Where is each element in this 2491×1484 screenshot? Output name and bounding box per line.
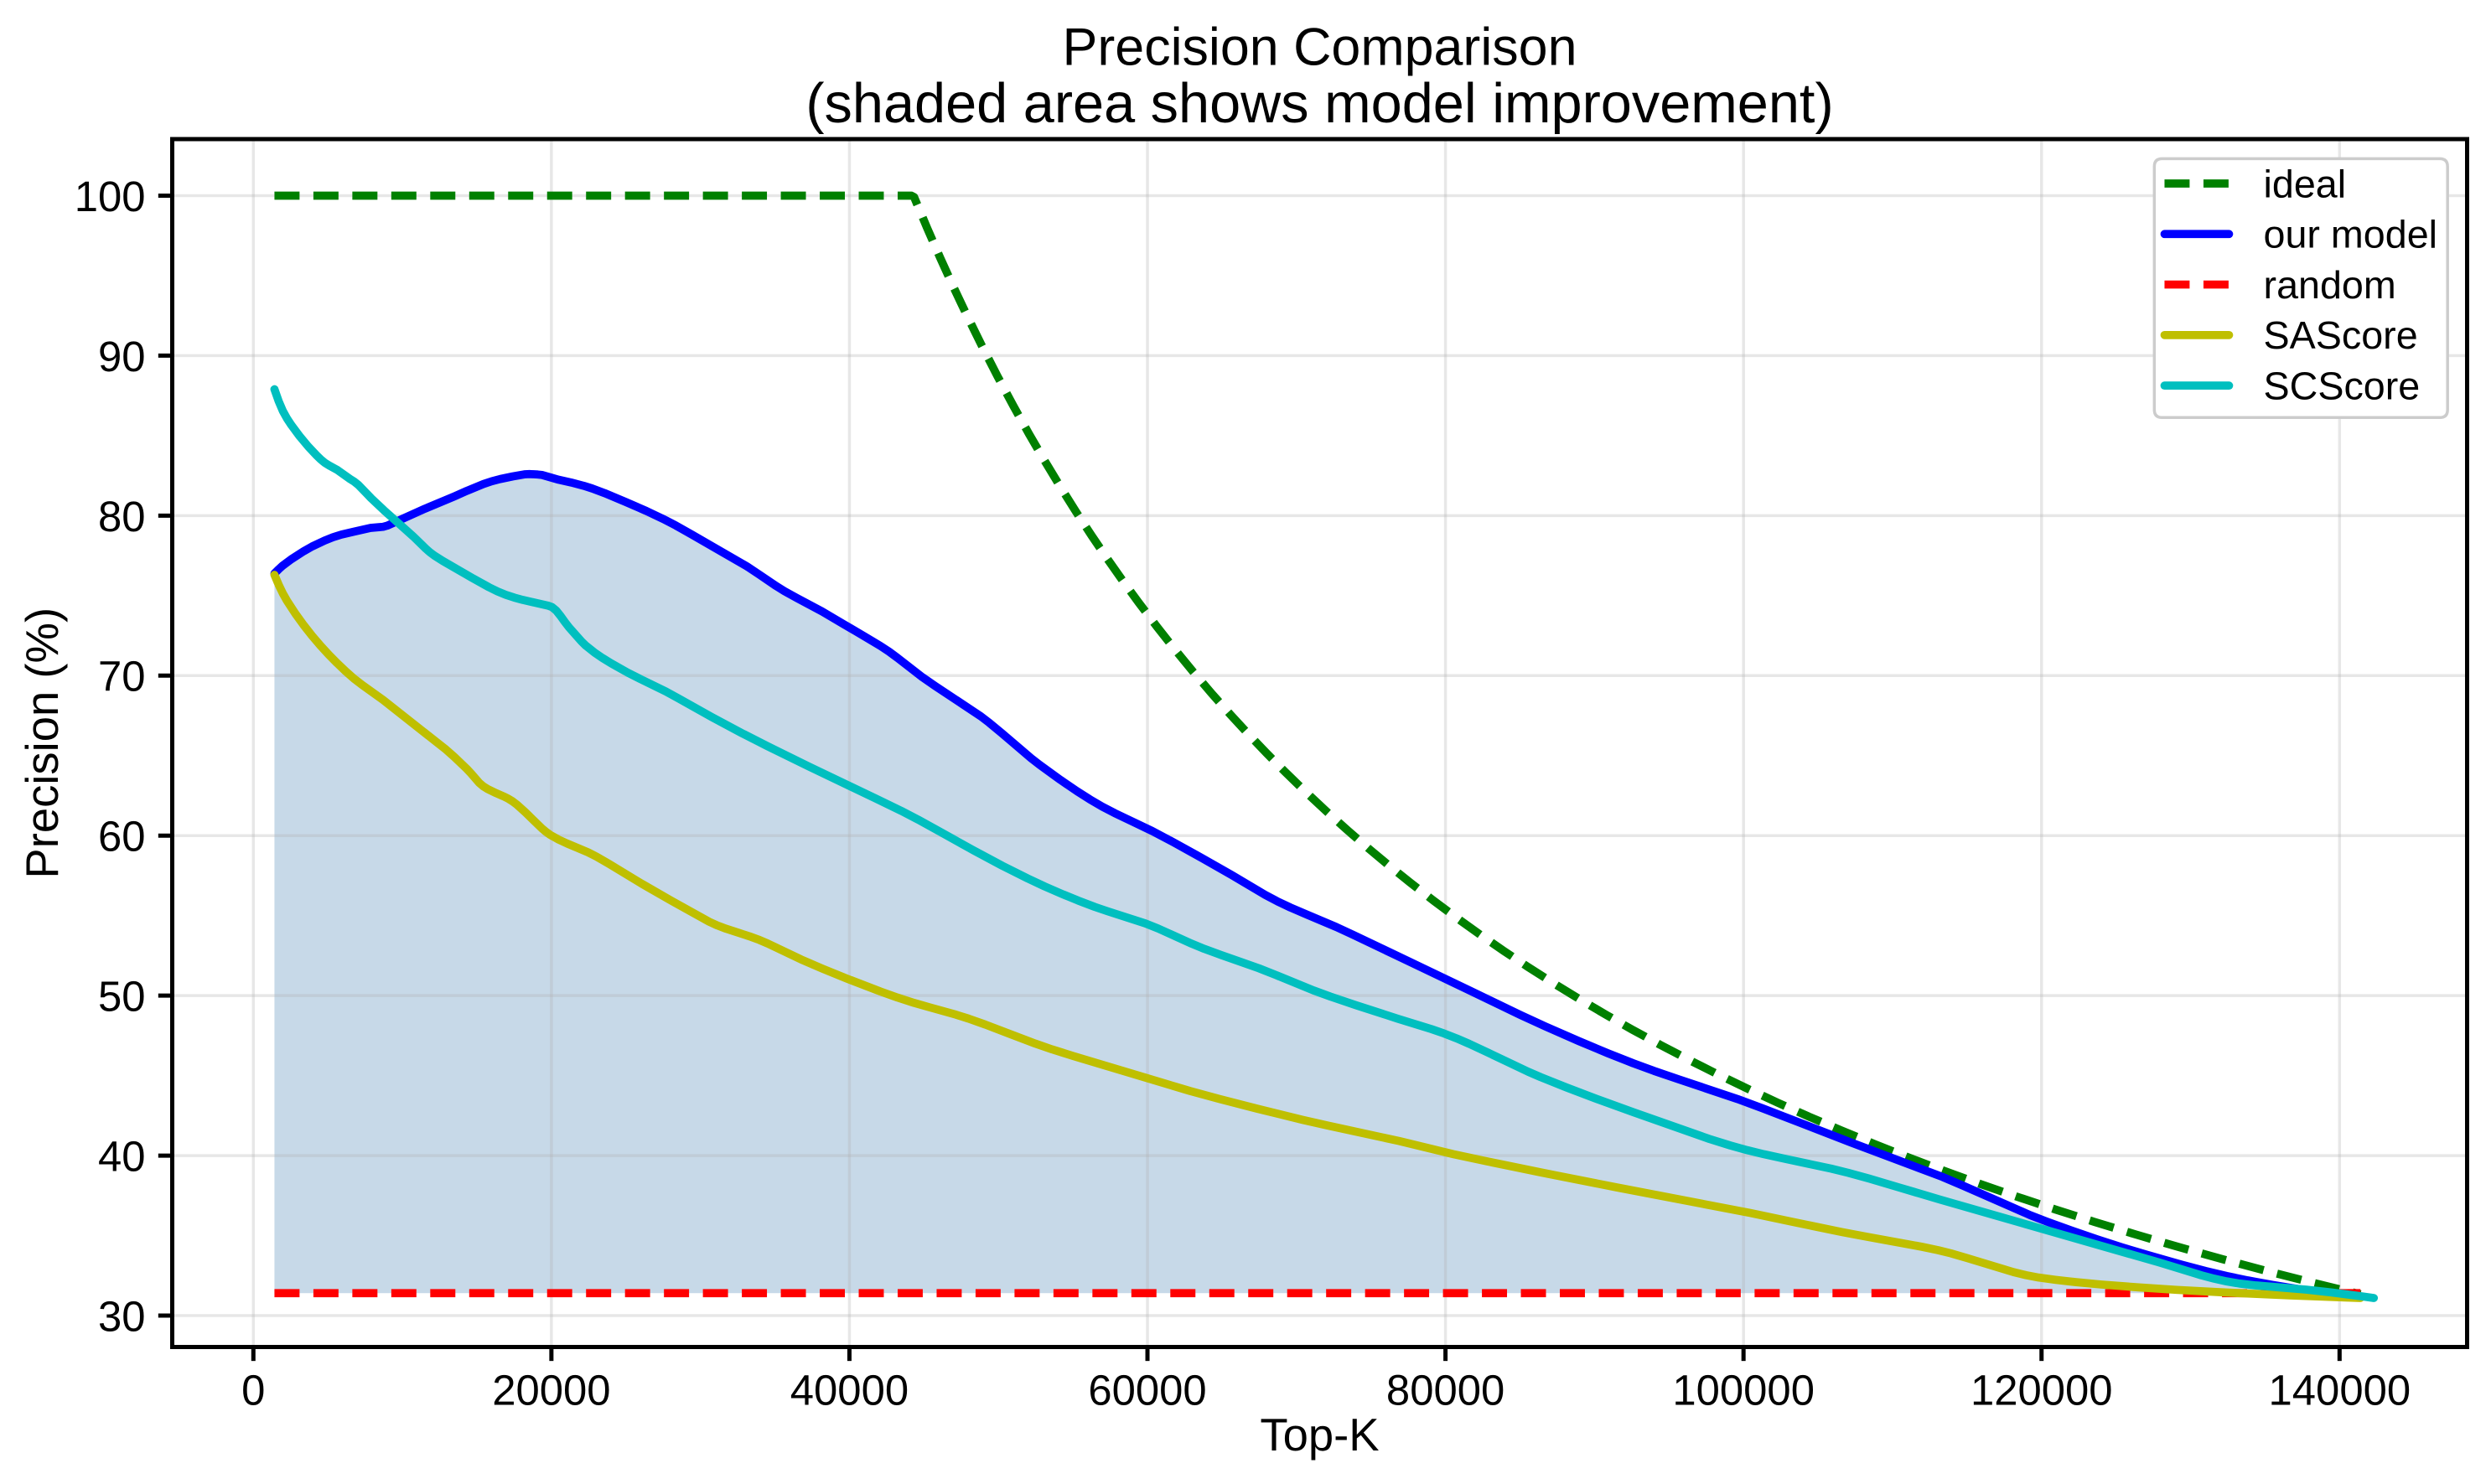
svg-text:60000: 60000: [1088, 1366, 1206, 1414]
svg-text:100000: 100000: [1672, 1366, 1815, 1414]
svg-text:100: 100: [75, 173, 146, 220]
svg-text:60: 60: [98, 813, 146, 861]
svg-text:120000: 120000: [1971, 1366, 2113, 1414]
svg-text:140000: 140000: [2269, 1366, 2411, 1414]
svg-text:Precision Comparison: Precision Comparison: [1063, 18, 1577, 77]
svg-text:(shaded area shows model impro: (shaded area shows model improvement): [805, 73, 1833, 135]
svg-text:50: 50: [98, 973, 146, 1021]
svg-text:SAScore: SAScore: [2264, 313, 2418, 357]
svg-text:80: 80: [98, 493, 146, 540]
svg-text:SCScore: SCScore: [2264, 364, 2421, 407]
svg-text:20000: 20000: [492, 1366, 610, 1414]
svg-text:90: 90: [98, 333, 146, 380]
svg-text:30: 30: [98, 1292, 146, 1340]
svg-text:our model: our model: [2264, 213, 2437, 256]
svg-text:random: random: [2264, 263, 2396, 307]
svg-text:0: 0: [241, 1366, 265, 1414]
svg-text:40: 40: [98, 1132, 146, 1180]
svg-text:80000: 80000: [1386, 1366, 1504, 1414]
svg-text:Precision (%): Precision (%): [17, 608, 68, 879]
svg-text:40000: 40000: [790, 1366, 909, 1414]
svg-text:70: 70: [98, 653, 146, 701]
svg-text:Top-K: Top-K: [1260, 1409, 1379, 1461]
svg-text:ideal: ideal: [2264, 162, 2347, 205]
